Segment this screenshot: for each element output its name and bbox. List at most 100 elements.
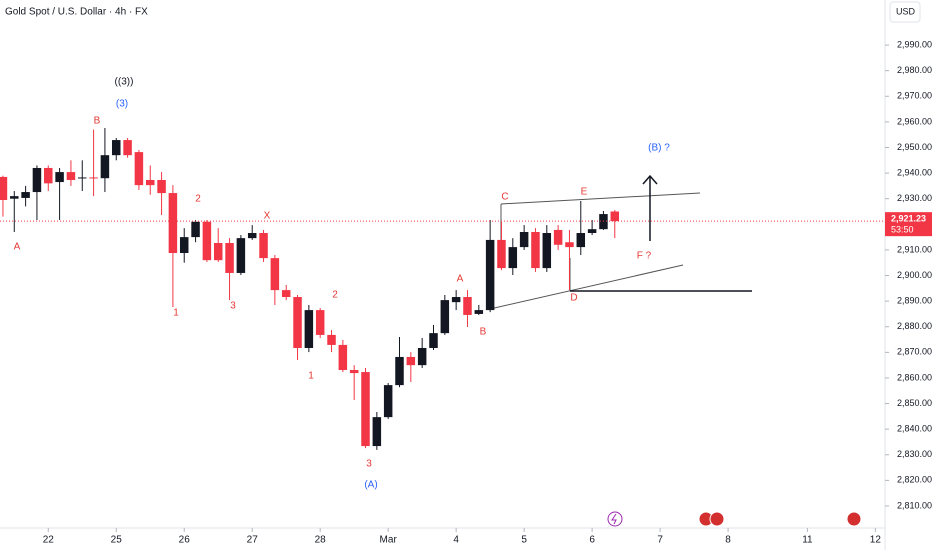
candle-body <box>202 221 212 261</box>
candle-body <box>383 385 393 418</box>
candle-body <box>10 196 19 199</box>
countdown: 53:50 <box>891 225 914 235</box>
candle-body <box>304 310 314 348</box>
candle-body <box>111 140 121 156</box>
event-icon[interactable] <box>846 511 862 527</box>
candle-body <box>610 211 620 222</box>
candle-body <box>485 239 495 311</box>
y-tick-label: 2,930.00 <box>897 193 932 203</box>
y-tick-label: 2,950.00 <box>897 142 932 152</box>
candle-body <box>587 229 597 234</box>
wave-label: E <box>581 187 588 198</box>
y-tick-label: 2,940.00 <box>897 167 932 177</box>
y-tick-label: 2,850.00 <box>897 398 932 408</box>
y-tick-label: 2,910.00 <box>897 244 932 254</box>
candle-body <box>508 247 518 269</box>
x-tick-label: 6 <box>589 535 595 546</box>
wave-label: 1 <box>308 371 314 382</box>
wave-label: 2 <box>332 290 338 301</box>
candle-body <box>406 356 416 366</box>
candle-body <box>259 233 268 259</box>
candle-body <box>395 356 404 386</box>
candle-body <box>327 334 336 345</box>
candle-body <box>179 237 189 253</box>
candle-body <box>293 297 302 348</box>
y-tick-label: 2,820.00 <box>897 475 932 485</box>
candle-body <box>463 297 472 315</box>
candle-body <box>429 333 438 348</box>
wave-label: 2 <box>195 194 201 205</box>
candle-body <box>372 417 382 447</box>
candle-body <box>225 243 234 273</box>
candle-body <box>361 372 370 447</box>
y-tick-label: 2,810.00 <box>897 500 932 510</box>
candle-body <box>100 155 110 179</box>
candle-body <box>191 221 200 238</box>
wave-label: ((3)) <box>115 77 134 88</box>
y-tick-label: 2,890.00 <box>897 296 932 306</box>
x-tick-label: 22 <box>43 535 55 546</box>
candle-body <box>78 177 87 179</box>
event-icon[interactable] <box>709 511 725 527</box>
wave-label: B <box>480 327 487 338</box>
x-tick-label: 11 <box>802 535 813 546</box>
x-tick-label: 27 <box>247 535 259 546</box>
candle-body <box>417 347 427 366</box>
wave-label: A <box>14 242 21 253</box>
wave-label: (A) <box>364 480 377 491</box>
wave-label: X <box>264 211 271 222</box>
candle-body <box>66 172 76 181</box>
candle-body <box>474 310 484 314</box>
wave-label: 3 <box>366 459 372 470</box>
y-tick-label: 2,980.00 <box>897 65 932 75</box>
candle-body <box>21 192 30 198</box>
y-tick-label: 2,830.00 <box>897 449 932 459</box>
candle-body <box>0 176 8 200</box>
candle-body <box>145 180 155 186</box>
x-tick-label: 4 <box>453 535 459 546</box>
candle-body <box>168 193 178 253</box>
x-tick-label: Mar <box>380 535 398 546</box>
wave-label: F ? <box>637 251 652 262</box>
wave-label: D <box>570 293 577 304</box>
wave-label: 1 <box>173 308 179 319</box>
candle-body <box>576 233 586 248</box>
wave-label: (B) ? <box>648 143 670 154</box>
y-tick-label: 2,970.00 <box>897 91 932 101</box>
candle-body <box>531 231 540 269</box>
candle-body <box>134 152 144 186</box>
candle-body <box>89 177 98 179</box>
trend-line <box>500 192 701 205</box>
candle-body <box>281 290 291 298</box>
candle-body <box>497 239 506 269</box>
x-tick-label: 12 <box>870 535 882 546</box>
candle-body <box>213 243 223 261</box>
currency-box[interactable] <box>889 1 921 23</box>
y-tick-label: 2,960.00 <box>897 116 932 126</box>
event-glyph <box>611 513 617 525</box>
wave-label: B <box>94 116 101 127</box>
x-tick-label: 25 <box>111 535 123 546</box>
chart-title: Gold Spot / U.S. Dollar · 4h · FX <box>5 7 148 18</box>
y-tick-label: 2,900.00 <box>897 270 932 280</box>
arrow-head <box>642 174 658 185</box>
candle-body <box>440 300 450 334</box>
y-tick-label: 2,860.00 <box>897 372 932 382</box>
wave-label: C <box>501 192 508 203</box>
y-tick-label: 2,870.00 <box>897 347 932 357</box>
x-tick-label: 26 <box>179 535 191 546</box>
wave-label: 3 <box>230 301 236 312</box>
drawings <box>489 174 752 310</box>
x-tick-label: 28 <box>315 535 327 546</box>
candle-body <box>236 238 246 273</box>
x-tick-label: 8 <box>725 535 731 546</box>
events <box>607 511 862 527</box>
x-tick-label: 7 <box>657 535 663 546</box>
candle-body <box>315 310 325 335</box>
candle-body <box>349 370 359 374</box>
candle-body <box>338 344 348 371</box>
event-icon[interactable] <box>607 511 623 527</box>
x-tick-label: 5 <box>521 535 527 546</box>
candle-body <box>55 172 64 183</box>
